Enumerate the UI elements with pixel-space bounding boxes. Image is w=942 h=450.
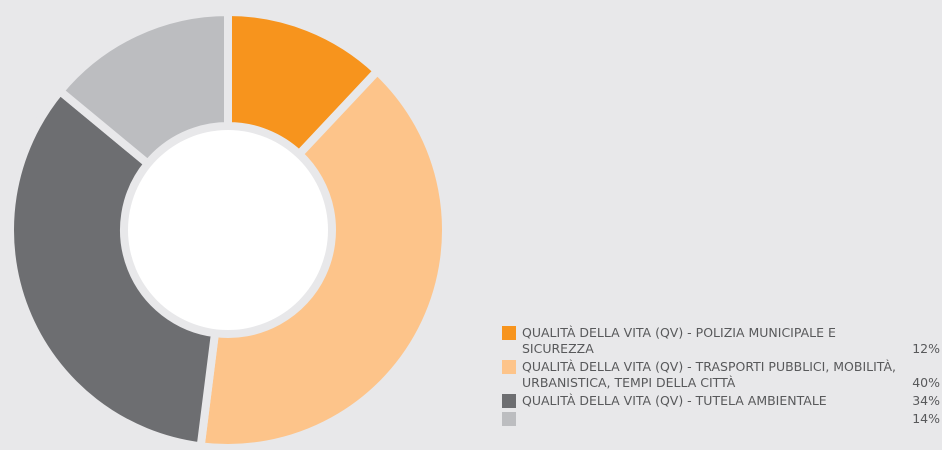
legend-swatch (502, 412, 516, 426)
legend-item: QUALITÀ DELLA VITA (QV) - TUTELA AMBIENT… (502, 393, 940, 409)
legend-label: QUALITÀ DELLA VITA (QV) - POLIZIA MUNICI… (522, 325, 836, 356)
legend-item: QUALITÀ DELLA VITA (QV) - POLIZIA MUNICI… (502, 325, 940, 357)
donut-slice (54, 7, 232, 170)
legend-value: 40% (912, 375, 940, 390)
legend-swatch (502, 326, 516, 340)
legend-value: 12% (912, 341, 940, 356)
legend-swatch (502, 360, 516, 374)
donut-slice (6, 85, 220, 450)
legend: QUALITÀ DELLA VITA (QV) - POLIZIA MUNICI… (502, 325, 940, 429)
legend-label: QUALITÀ DELLA VITA (QV) - TUTELA AMBIENT… (522, 393, 827, 408)
legend-label: QUALITÀ DELLA VITA (QV) - TRASPORTI PUBB… (522, 359, 896, 390)
chart (6, 7, 450, 450)
legend-item: QUALITÀ DELLA VITA (QV) - TRASPORTI PUBB… (502, 359, 940, 391)
legend-value: 34% (912, 393, 940, 408)
legend-item: 14% (502, 411, 940, 427)
donut-slice (196, 65, 450, 450)
legend-swatch (502, 394, 516, 408)
legend-value: 14% (912, 411, 940, 426)
donut-hole (128, 130, 328, 330)
